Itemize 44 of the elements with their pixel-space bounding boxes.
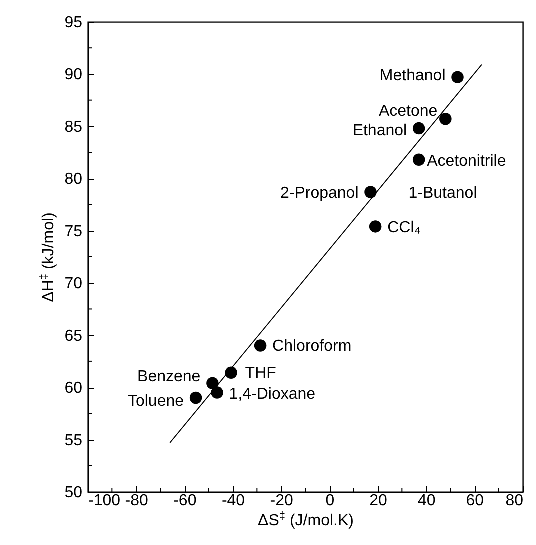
x-tick-label: -60	[174, 492, 197, 510]
point	[369, 220, 382, 233]
x-tick-label: 40	[418, 492, 436, 510]
y-tick-label: 75	[64, 223, 83, 240]
annotation: 2-Propanol	[280, 185, 359, 202]
point	[225, 366, 238, 380]
x-tick-label: 0	[326, 492, 335, 510]
point	[190, 392, 202, 404]
point	[364, 186, 377, 198]
point	[206, 377, 219, 390]
y-tick-label: 50	[64, 484, 83, 502]
annotation: 1-Butanol	[408, 185, 478, 202]
point	[440, 113, 452, 126]
annotation: Toluene	[128, 393, 184, 410]
annotation: 1,4-Dioxane	[229, 386, 316, 403]
y-tick-label: 55	[64, 432, 83, 450]
y-tick-label: 60	[64, 380, 83, 398]
x-tick-label: -40	[222, 492, 246, 510]
point	[211, 386, 224, 399]
x-tick-label: -100	[88, 492, 121, 510]
x-tick-label: -20	[270, 492, 294, 510]
y-tick-label: 70	[64, 276, 83, 293]
y-tick-label: 90	[64, 66, 83, 84]
annotation: Ethanol	[352, 122, 408, 140]
point	[412, 122, 426, 135]
y-tick-label: 65	[64, 328, 83, 345]
x-tick-label: 60	[466, 492, 484, 510]
point	[412, 154, 426, 166]
annotation: Chloroform	[272, 338, 352, 355]
annotation: Acetone	[378, 103, 438, 120]
y-tick-label: 80	[64, 171, 83, 188]
y-tick-label: 95	[64, 14, 83, 32]
x-axis-title: ΔS$^{‡}$ (J/mol.K)	[258, 510, 354, 530]
x-tick-label: 80	[506, 492, 524, 510]
annotation: Methanol	[380, 67, 446, 84]
x-tick-label: 20	[370, 492, 388, 510]
annotation: Benzene	[138, 368, 201, 386]
point	[452, 71, 464, 84]
point	[254, 340, 267, 352]
x-tick-label: -80	[125, 492, 148, 510]
y-tick-label: 85	[64, 118, 83, 136]
annotation: THF	[245, 364, 277, 382]
annotation: CCl₄	[388, 220, 421, 237]
annotation: Acetonitrile	[427, 152, 506, 170]
